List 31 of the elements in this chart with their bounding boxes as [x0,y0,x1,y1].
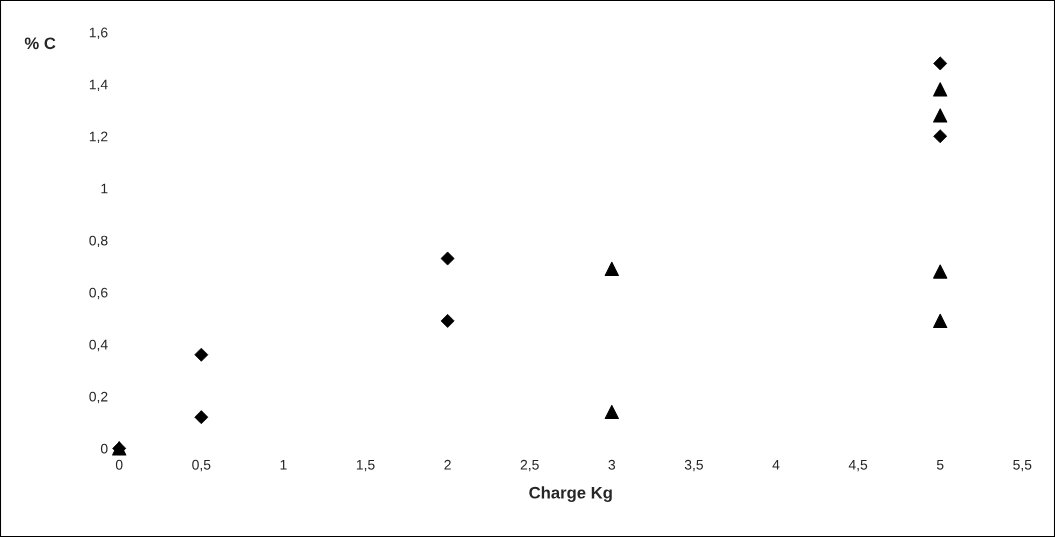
y-tick-label: 0,8 [89,235,108,248]
y-tick-label: 1,2 [89,131,108,144]
x-tick-label: 2 [444,459,451,470]
point [933,264,948,279]
x-axis-title: Charge Kg [529,486,612,502]
point [933,313,948,329]
x-tick-label: 4,5 [848,460,868,472]
y-tick-label: 1,4 [89,79,108,92]
point [604,261,619,277]
y-tick-label: 0,6 [89,287,108,300]
y-tick-label: 0,2 [89,391,108,404]
x-tick-label: 3 [608,459,616,470]
x-tick-label: 0,5 [192,459,211,472]
point [440,313,455,328]
point [194,347,209,362]
point [933,82,948,97]
x-tick-label: 3,5 [684,459,703,472]
x-tick-label: 5,5 [1013,460,1032,472]
x-tick-label: 2,5 [520,459,539,472]
y-tick-label: 0,4 [89,339,108,352]
point [933,108,948,123]
y-tick-label: 0 [100,443,108,454]
x-tick-label: 5 [936,460,944,470]
y-tick-label: 1 [101,183,108,194]
x-tick-label: 1,5 [356,460,375,472]
x-tick-label: 0 [115,459,123,470]
y-tick-label: 1,6 [89,27,108,40]
point [604,404,619,420]
x-tick-label: 1 [280,460,287,470]
x-tick-label: 4 [772,460,780,470]
y-axis-title: % C [24,37,56,50]
